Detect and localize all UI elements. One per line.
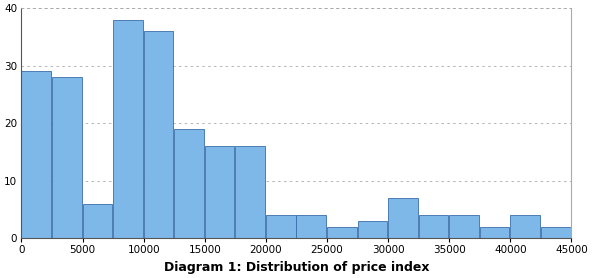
Bar: [358, 221, 387, 238]
Bar: [174, 129, 204, 238]
Bar: [266, 215, 295, 238]
Bar: [21, 71, 51, 238]
Bar: [52, 77, 82, 238]
Bar: [541, 227, 571, 238]
Bar: [113, 20, 143, 238]
Bar: [205, 146, 234, 238]
Bar: [510, 215, 540, 238]
Bar: [419, 215, 448, 238]
Bar: [144, 31, 173, 238]
Bar: [297, 215, 326, 238]
Bar: [449, 215, 479, 238]
Bar: [82, 204, 112, 238]
X-axis label: Diagram 1: Distribution of price index: Diagram 1: Distribution of price index: [164, 261, 429, 274]
Bar: [327, 227, 356, 238]
Bar: [480, 227, 510, 238]
Bar: [236, 146, 265, 238]
Bar: [388, 198, 418, 238]
